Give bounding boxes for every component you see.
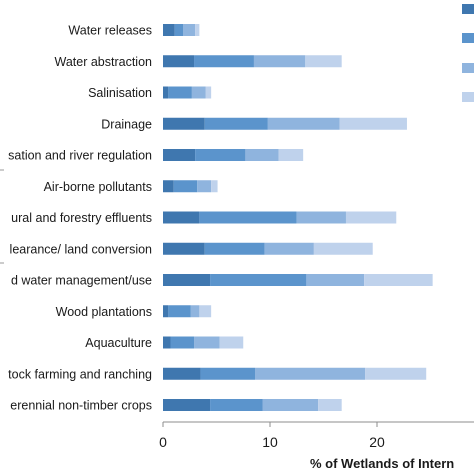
- bar-segment: [163, 242, 205, 255]
- bar-segment: [365, 367, 427, 380]
- bar-segment: [245, 149, 279, 161]
- bar-segment: [211, 180, 218, 193]
- legend-swatch: [462, 63, 474, 73]
- category-label: Water abstraction: [55, 55, 153, 69]
- bars: [163, 24, 433, 411]
- bar-segment: [174, 24, 184, 36]
- bar-segment: [262, 399, 319, 411]
- bar-segment: [163, 399, 211, 411]
- bar-segment: [194, 336, 220, 349]
- bar-segment: [318, 399, 342, 411]
- bar-segment: [210, 399, 263, 411]
- bar-segment: [267, 117, 340, 130]
- category-label: Wood plantations: [56, 305, 152, 319]
- bar-segment: [305, 55, 342, 68]
- category-label: Water releases: [68, 24, 152, 38]
- x-tick-label: 0: [159, 434, 167, 450]
- category-label: Drainage: [101, 117, 152, 131]
- legend: [462, 4, 474, 102]
- category-label: sation and river regulation: [8, 149, 152, 163]
- bar-segment: [195, 149, 246, 161]
- legend-swatch: [462, 92, 474, 102]
- bar-segment: [264, 242, 314, 255]
- category-label: d water management/use: [11, 274, 152, 288]
- bar-segment: [190, 305, 200, 318]
- bar-segment: [163, 117, 205, 130]
- bar-segment: [163, 86, 169, 99]
- bar-segment: [195, 24, 200, 36]
- bar-segment: [163, 211, 200, 224]
- bar-segment: [255, 367, 366, 380]
- bar-segment: [313, 242, 373, 255]
- bar-segment: [296, 211, 346, 224]
- bar-segment: [191, 86, 206, 99]
- bar-segment: [163, 336, 171, 349]
- x-tick-label: 20: [369, 434, 385, 450]
- category-label: learance/ land conversion: [10, 242, 152, 256]
- bar-segment: [345, 211, 397, 224]
- bar-segment: [170, 336, 195, 349]
- bar-segment: [199, 305, 212, 318]
- bar-segment: [210, 274, 307, 286]
- bar-segment: [163, 305, 169, 318]
- bar-segment: [200, 367, 256, 380]
- category-labels: Water releases Water abstraction Salinisat…: [8, 24, 152, 413]
- bar-segment: [278, 149, 304, 161]
- bar-segment: [163, 274, 211, 286]
- bar-segment: [183, 24, 196, 36]
- bar-segment: [168, 86, 192, 99]
- bar-segment: [163, 367, 201, 380]
- bar-segment: [163, 180, 174, 193]
- category-label: tock farming and ranching: [8, 367, 152, 381]
- bar-segment: [204, 242, 265, 255]
- bar-segment: [197, 180, 212, 193]
- bar-segment: [219, 336, 244, 349]
- bar-segment: [194, 55, 254, 68]
- x-axis-title: % of Wetlands of Intern: [310, 456, 454, 471]
- bar-segment: [253, 55, 306, 68]
- bar-segment: [205, 86, 212, 99]
- bar-segment: [163, 149, 196, 161]
- category-label: Aquaculture: [85, 336, 152, 350]
- bar-segment: [204, 117, 268, 130]
- bar-segment: [364, 274, 433, 286]
- bar-segment: [173, 180, 198, 193]
- x-tick-label: 10: [262, 434, 278, 450]
- category-bracket-lines: [0, 169, 4, 264]
- category-label: erennial non-timber crops: [10, 399, 152, 413]
- bar-segment: [199, 211, 297, 224]
- bar-segment: [168, 305, 191, 318]
- x-axis-ticks: 0 10 20: [159, 422, 385, 450]
- category-label: Salinisation: [88, 86, 152, 100]
- category-label: Air-borne pollutants: [44, 180, 152, 194]
- category-label: ural and forestry effluents: [11, 211, 152, 225]
- legend-swatch: [462, 33, 474, 43]
- legend-swatch: [462, 4, 474, 14]
- bar-segment: [163, 24, 175, 36]
- bar-segment: [339, 117, 407, 130]
- bar-segment: [306, 274, 365, 286]
- bar-segment: [163, 55, 195, 68]
